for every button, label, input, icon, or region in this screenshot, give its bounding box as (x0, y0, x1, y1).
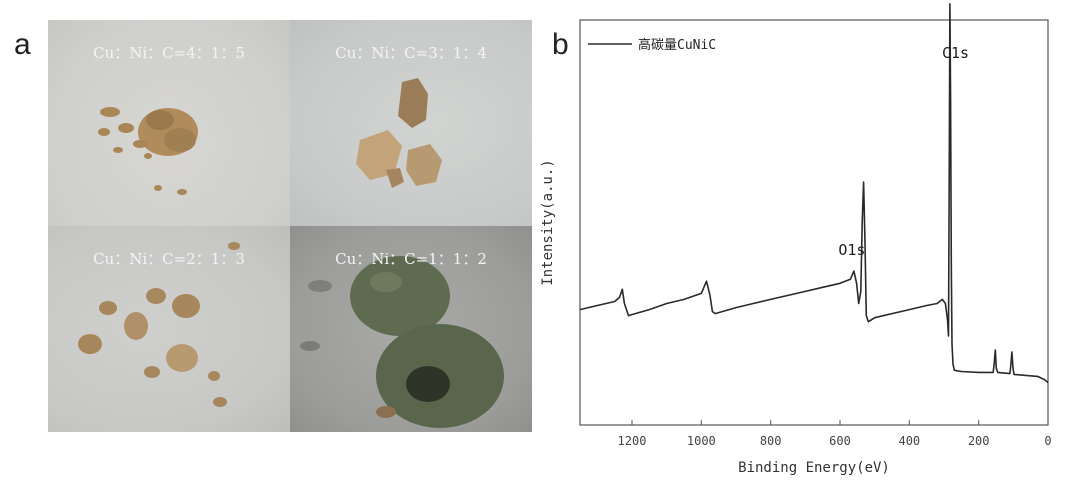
legend: 高碳量CuNiC (588, 37, 716, 53)
plot-frame (579, 19, 1049, 426)
x-tick-label: 1000 (687, 434, 716, 448)
sample-3-ratio-caption: Cu：Ni：C=2：1：3 (93, 250, 245, 268)
y-axis-title: Intensity(a.u.) (540, 159, 556, 285)
sample-3-powder-image (78, 242, 240, 407)
sample-2-powder-image (356, 78, 442, 188)
sample-photo-3: Cu：Ni：C=2：1：3 (48, 226, 290, 432)
x-tick-label: 600 (829, 434, 851, 448)
sample-4-powder-image (300, 256, 504, 428)
sample-4-ratio-caption: Cu：Ni：C=1：1：2 (335, 250, 487, 268)
annotation-c1s: C1s (942, 44, 969, 62)
x-tick-label: 800 (760, 434, 782, 448)
sample-photo-grid: Cu：Ni：C=4：1：5 Cu：Ni：C=3：1：4 (48, 20, 532, 432)
sample-photo-4: Cu：Ni：C=1：1：2 (290, 226, 532, 432)
x-axis-ticks: 1200 1000 800 600 400 200 0 (618, 420, 1052, 448)
x-tick-label: 400 (898, 434, 920, 448)
series-line-xps (579, 3, 1049, 384)
x-axis-title: Binding Energy(eV) (738, 460, 890, 476)
annotation-o1s: O1s (838, 241, 865, 259)
panel-a-label: a (14, 28, 31, 61)
x-tick-label: 0 (1044, 434, 1051, 448)
legend-label: 高碳量CuNiC (638, 37, 716, 53)
sample-1-powder-image (98, 107, 198, 195)
sample-photo-1: Cu：Ni：C=4：1：5 (48, 20, 290, 226)
panel-b-label: b (552, 28, 569, 61)
x-tick-label: 200 (968, 434, 990, 448)
x-tick-label: 1200 (618, 434, 647, 448)
sample-1-ratio-caption: Cu：Ni：C=4：1：5 (93, 44, 245, 62)
sample-photo-2: Cu：Ni：C=3：1：4 (290, 20, 532, 226)
sample-2-ratio-caption: Cu：Ni：C=3：1：4 (335, 44, 487, 62)
